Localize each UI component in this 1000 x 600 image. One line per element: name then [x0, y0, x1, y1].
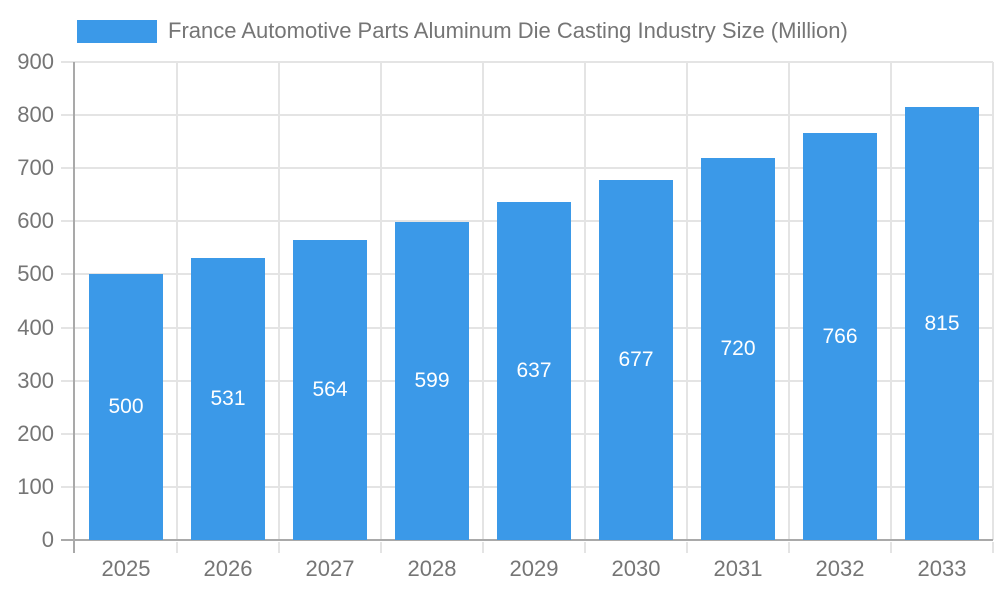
bar-value-label: 720 — [720, 337, 756, 360]
y-tick-label: 900 — [17, 49, 54, 74]
x-axis-tick — [584, 542, 586, 553]
bar-value-label: 531 — [210, 387, 246, 410]
y-tick-label: 100 — [17, 474, 54, 499]
bar-value-label: 677 — [618, 348, 654, 371]
bar-2033: 815 — [905, 107, 979, 540]
x-axis-line — [61, 539, 993, 541]
x-tick-label: 2031 — [713, 556, 763, 581]
x-axis-tick — [176, 542, 178, 553]
v-gridline — [176, 62, 178, 540]
bar-value-label: 637 — [516, 359, 552, 382]
y-tick-label: 500 — [17, 261, 54, 286]
h-gridline — [75, 114, 993, 116]
y-tick-label: 400 — [17, 315, 54, 340]
v-gridline — [890, 62, 892, 540]
x-tick-label: 2033 — [917, 556, 967, 581]
v-gridline — [584, 62, 586, 540]
x-axis-tick — [278, 542, 280, 553]
x-axis-tick — [380, 542, 382, 553]
h-gridline — [75, 167, 993, 169]
bar-value-label: 564 — [312, 378, 348, 401]
bar-value-label: 500 — [108, 395, 144, 418]
bar-value-label: 599 — [414, 369, 450, 392]
chart-legend-item[interactable]: France Automotive Parts Aluminum Die Cas… — [77, 18, 848, 44]
bar-2031: 720 — [701, 158, 775, 540]
legend-swatch-icon — [77, 19, 157, 43]
x-tick-label: 2032 — [815, 556, 865, 581]
x-tick-label: 2026 — [203, 556, 253, 581]
x-axis-tick — [686, 542, 688, 553]
x-tick-label: 2030 — [611, 556, 661, 581]
v-gridline — [482, 62, 484, 540]
y-axis-tick — [61, 114, 75, 116]
chart-title: France Automotive Parts Aluminum Die Cas… — [168, 18, 848, 43]
bar-value-label: 766 — [822, 324, 858, 348]
v-gridline — [278, 62, 280, 540]
y-tick-label: 600 — [17, 208, 54, 233]
bar-value-label: 815 — [924, 311, 960, 335]
y-axis-tick — [61, 220, 75, 222]
y-tick-label: 300 — [17, 368, 54, 393]
bar-2032: 766 — [803, 133, 877, 540]
x-axis-tick — [788, 542, 790, 553]
x-axis-tick — [890, 542, 892, 553]
bar-2025: 500 — [89, 274, 163, 540]
y-tick-label: 0 — [41, 527, 54, 552]
bar-2026: 531 — [191, 258, 265, 540]
v-gridline — [380, 62, 382, 540]
y-axis-tick — [61, 380, 75, 382]
y-axis-tick — [61, 486, 75, 488]
bar-2027: 564 — [293, 240, 367, 540]
bar-2029: 637 — [497, 202, 571, 540]
x-tick-label: 2029 — [509, 556, 559, 581]
x-axis-tick — [992, 542, 994, 553]
y-axis-tick — [61, 433, 75, 435]
y-axis-tick — [61, 61, 75, 63]
x-axis-tick — [482, 542, 484, 553]
y-axis-tick — [61, 273, 75, 275]
y-axis-tick — [61, 167, 75, 169]
bar-2030: 677 — [599, 180, 673, 540]
y-axis-tick — [61, 327, 75, 329]
v-gridline — [788, 62, 790, 540]
h-gridline — [75, 61, 993, 63]
v-gridline — [686, 62, 688, 540]
y-axis-line — [73, 62, 75, 553]
bar-2028: 599 — [395, 222, 469, 540]
v-gridline — [992, 62, 994, 540]
x-tick-label: 2025 — [101, 556, 151, 581]
y-tick-label: 200 — [17, 421, 54, 446]
y-tick-label: 700 — [17, 155, 54, 180]
x-tick-label: 2028 — [407, 556, 457, 581]
x-tick-label: 2027 — [305, 556, 355, 581]
y-tick-label: 800 — [17, 102, 54, 127]
